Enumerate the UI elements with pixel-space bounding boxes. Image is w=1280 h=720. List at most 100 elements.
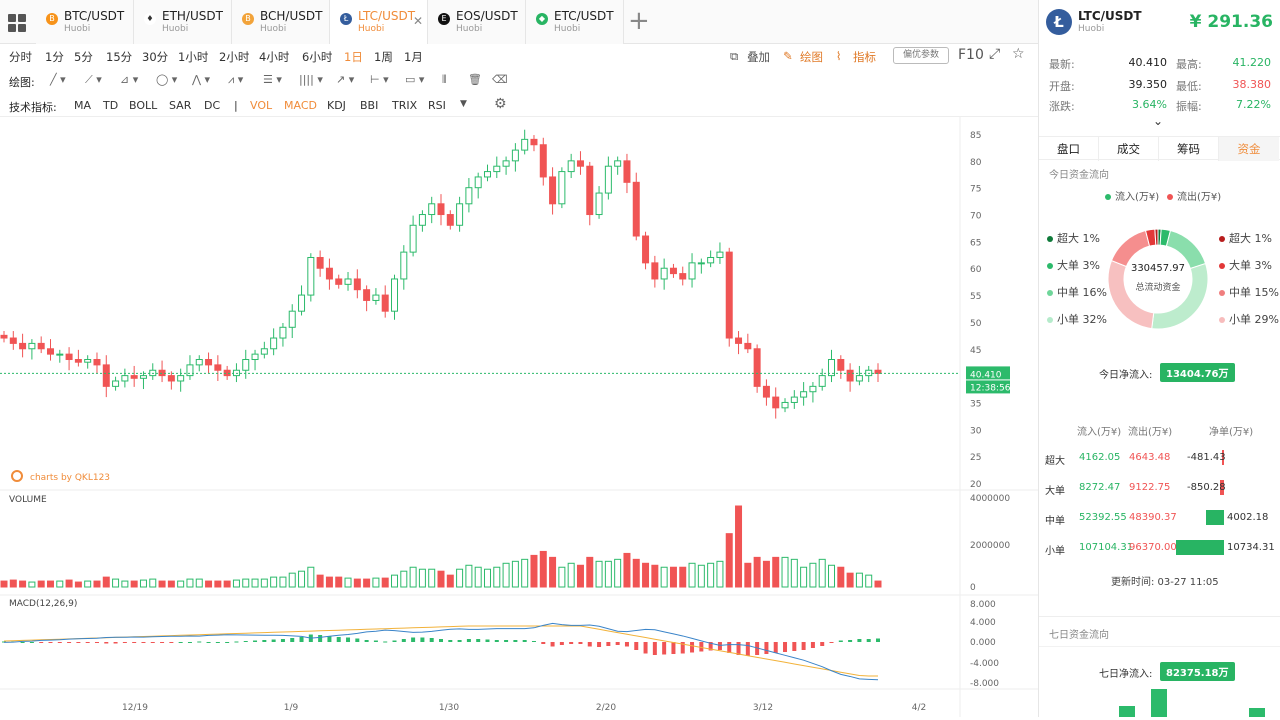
y-tick-label: 55 [970,292,981,302]
candle [474,176,482,189]
indicator-6[interactable]: VOL [250,99,273,112]
candle [428,203,436,216]
indicator-8[interactable]: KDJ [327,99,346,112]
interval-10[interactable]: 1周 [374,50,393,64]
legend-out: 流出(万¥) [1167,188,1221,203]
indicator-9[interactable]: BBI [360,99,379,112]
indicator-1[interactable]: TD [103,99,119,112]
indicator-11[interactable]: RSI [428,99,446,112]
apps-grid-icon[interactable] [6,12,28,34]
candle [270,337,278,350]
interval-8[interactable]: 6小时 [302,50,333,64]
volume-bar [697,564,705,588]
fullscreen-icon[interactable]: ⤢ [989,46,1001,62]
candle [381,294,389,312]
outflow-label: 中单 15% [1229,286,1279,299]
macd-bar [755,642,760,655]
draw-pen-icon[interactable]: ✎ [783,49,793,63]
tab-funds[interactable]: 资金 [1219,137,1279,161]
outflow-label: 小单 29% [1229,313,1279,326]
candle [623,160,631,183]
indicator-0[interactable]: MA [74,99,92,112]
eraser-icon[interactable]: ⌫ [492,73,508,86]
tab-exchange: Huobi [162,24,189,34]
draw-button[interactable]: 绘图 [800,50,823,64]
trash-icon[interactable]: 🗑 [468,73,482,86]
tab-ltc[interactable]: Ł LTC/USDT Huobi ✕ [330,0,428,44]
more-indicators-icon[interactable]: ▼ [460,99,467,109]
overlay-icon[interactable]: ⧉ [730,49,739,63]
interval-2[interactable]: 5分 [74,50,93,64]
f10-button[interactable]: F10 [958,47,984,63]
macd-bar [494,640,499,642]
flow-net: -850.28 [1187,482,1226,493]
measure-tool-icon[interactable]: ⊢ ▾ [370,73,389,86]
candlestick-chart[interactable]: 8580757065605550454035302520400000020000… [0,117,1038,717]
interval-5[interactable]: 1小时 [178,50,209,64]
arrow-tool-icon[interactable]: ↗ ▾ [336,73,355,86]
candle [37,342,45,350]
interval-6[interactable]: 2小时 [219,50,250,64]
tab-eth[interactable]: ♦ ETH/USDT Huobi [134,0,232,44]
bars-tool-icon[interactable]: ⫴ [442,73,447,86]
zigzag-tool-icon[interactable]: ⋀ ▾ [192,73,211,86]
volume-bar [205,580,213,588]
overlay-button[interactable]: 叠加 [747,50,770,64]
indicator-4[interactable]: DC [204,99,221,112]
interval-0[interactable]: 分时 [9,50,32,64]
add-tab-button[interactable]: + [628,6,650,36]
expand-chevron-icon[interactable]: ⌄ [1153,114,1164,128]
net-bar [1206,510,1224,525]
volume-label: VOLUME [9,495,47,505]
close-icon[interactable]: ✕ [412,14,423,28]
inflow-item: 超大 1% [1047,230,1100,246]
flow-in: 4162.05 [1079,452,1121,463]
tab-orderbook[interactable]: 盘口 [1039,137,1099,161]
tab-eos[interactable]: E EOS/USDT Huobi [428,0,526,44]
indicator-chart-icon[interactable]: ⌇ [836,49,842,63]
tab-symbol: BTC/USDT [64,9,125,23]
candle [800,391,808,398]
candle [446,214,454,226]
interval-4[interactable]: 30分 [142,50,169,64]
gann-tool-icon[interactable]: |||| ▾ [299,73,323,86]
flow-in: 8272.47 [1079,482,1121,493]
net-bar [1220,480,1224,495]
tab-chips[interactable]: 筹码 [1159,137,1219,161]
volume-bar [800,566,808,588]
indicator-7[interactable]: MACD [284,99,317,112]
y-tick-label: 50 [970,319,982,329]
indicator-3[interactable]: SAR [169,99,192,112]
star-icon[interactable]: ☆ [1012,46,1025,62]
tab-btc[interactable]: B BTC/USDT Huobi [36,0,134,44]
preference-button[interactable]: 偏优参数 [893,47,949,64]
interval-1[interactable]: 1分 [45,50,64,64]
line-tool-icon[interactable]: ╱ ▾ [50,73,66,86]
gear-icon[interactable]: ⚙ [494,96,507,112]
indicator-2[interactable]: BOLL [129,99,158,112]
tab-trades[interactable]: 成交 [1099,137,1159,161]
candle [84,359,92,363]
circle-tool-icon[interactable]: ◯ ▾ [156,73,178,86]
interval-3[interactable]: 15分 [106,50,133,64]
price-tag-bg [966,366,1010,380]
tab-etc[interactable]: ◆ ETC/USDT Huobi [526,0,624,44]
ray-tool-icon[interactable]: ⟋ ▾ [85,73,102,86]
indicator-button[interactable]: 指标 [853,50,876,64]
interval-7[interactable]: 4小时 [259,50,290,64]
today-flow-title: 今日资金流向 [1049,170,1109,181]
interval-9[interactable]: 1日 [344,50,363,64]
chart-area[interactable]: 8580757065605550454035302520400000020000… [0,117,1038,717]
macd-bar [383,641,388,643]
indicator-10[interactable]: TRIX [392,99,418,112]
pattern-tool-icon[interactable]: ⩘ ▾ [228,73,244,86]
candle [502,160,510,167]
volume-bar [744,562,752,588]
volume-bar [418,568,426,588]
tab-bch[interactable]: B BCH/USDT Huobi [232,0,330,44]
interval-11[interactable]: 1月 [404,50,423,64]
volume-bar [167,580,175,588]
channel-tool-icon[interactable]: ⊿ ▾ [120,73,139,86]
note-tool-icon[interactable]: ▭ ▾ [405,73,425,86]
fib-tool-icon[interactable]: ☰ ▾ [263,73,282,86]
